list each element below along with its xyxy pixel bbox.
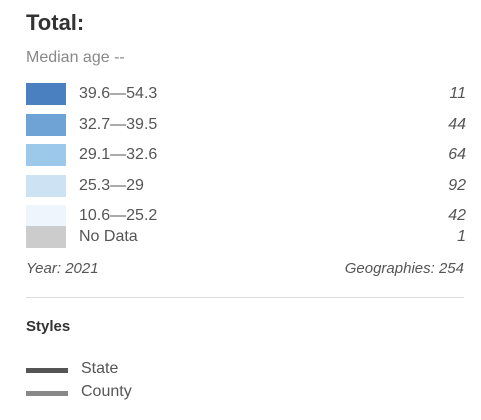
legend-row: 32.7—39.5 44 — [26, 113, 466, 136]
legend-row: 39.6—54.3 11 — [26, 83, 466, 105]
legend-row: 29.1—32.6 64 — [26, 144, 466, 166]
title: Total: — [26, 10, 85, 35]
legend-row: 25.3—29 92 — [26, 174, 466, 197]
styles-title: Styles — [26, 318, 71, 335]
style-line — [26, 368, 68, 373]
count: 1 — [457, 228, 466, 245]
range-label: 10.6—25.2 — [79, 207, 158, 224]
range-label: 29.1—32.6 — [79, 146, 158, 163]
subtitle: Median age -- — [26, 49, 125, 66]
range-label: 25.3—29 — [79, 176, 144, 194]
range-label: 32.7—39.5 — [79, 115, 158, 133]
legend-row: No Data 1 — [26, 226, 466, 248]
style-item: County — [26, 383, 226, 403]
style-label: County — [81, 383, 132, 400]
count: 92 — [448, 176, 466, 194]
swatch — [26, 226, 66, 248]
count: 11 — [449, 85, 466, 102]
divider — [26, 297, 464, 298]
year: Year: 2021 — [26, 260, 99, 277]
range-label: No Data — [79, 228, 138, 245]
swatch — [26, 144, 66, 166]
legend-row: 10.6—25.2 42 — [26, 205, 466, 227]
swatch — [26, 83, 66, 105]
swatch — [26, 174, 66, 197]
count: 42 — [448, 207, 466, 224]
range-label: 39.6—54.3 — [79, 85, 158, 102]
count: 44 — [448, 115, 466, 133]
count: 64 — [448, 146, 466, 163]
style-label: State — [81, 360, 119, 377]
style-item: State — [26, 360, 226, 380]
style-line — [26, 391, 68, 396]
geographies: Geographies: 254 — [344, 260, 464, 277]
swatch — [26, 113, 66, 136]
swatch — [26, 205, 66, 227]
